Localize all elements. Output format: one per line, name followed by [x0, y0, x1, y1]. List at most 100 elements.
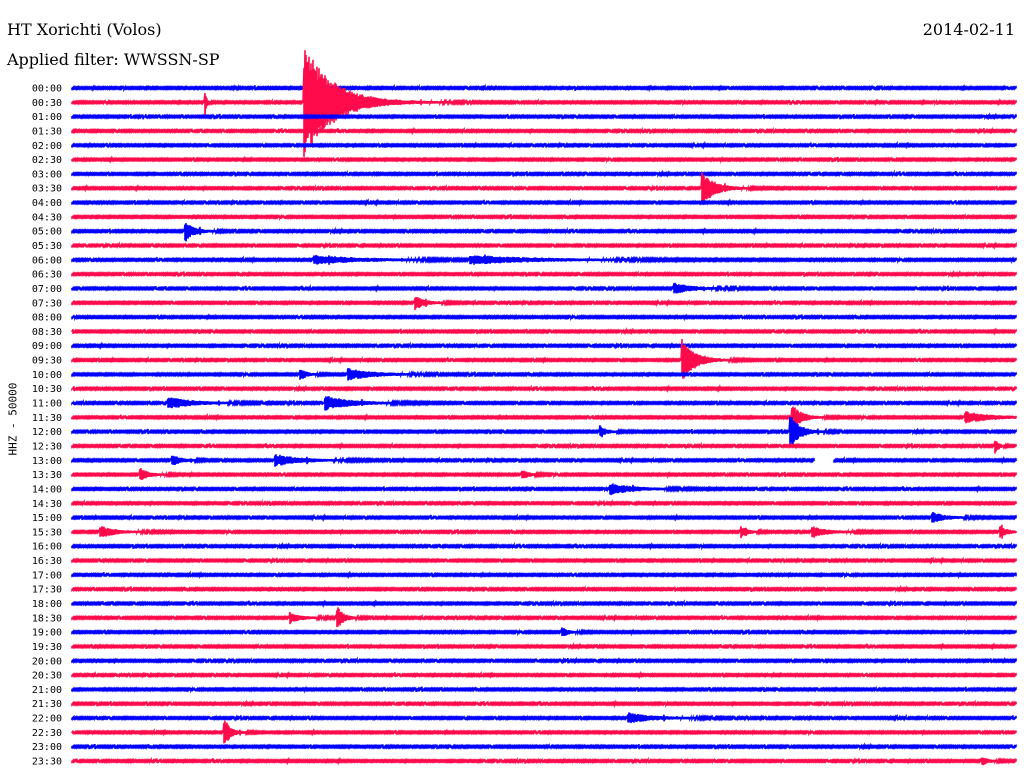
- seismic-trace: [71, 556, 1017, 565]
- row-time-label: 12:00: [32, 427, 62, 438]
- seismic-trace: [71, 313, 1017, 322]
- seismic-trace: [71, 126, 1017, 136]
- row-time-label: 08:00: [32, 313, 62, 324]
- row-time-label: 05:00: [32, 227, 62, 238]
- seismic-trace: [71, 512, 1017, 523]
- row-time-label: 12:30: [32, 441, 62, 452]
- row-time-label: 20:30: [32, 671, 62, 682]
- seismic-trace: [71, 742, 1017, 751]
- seismic-trace: [71, 699, 1017, 709]
- seismic-trace: [71, 198, 1017, 207]
- row-time-label: 10:30: [32, 384, 62, 395]
- seismic-trace: [71, 599, 1017, 608]
- row-time-label: 20:00: [32, 656, 62, 667]
- row-time-label: 13:00: [32, 456, 62, 467]
- row-time-label: 19:30: [32, 642, 62, 653]
- seismic-trace: [71, 384, 1017, 394]
- row-time-label: 04:00: [32, 198, 62, 209]
- seismic-trace: [71, 670, 1017, 680]
- row-time-label: 07:00: [32, 284, 62, 295]
- station-title: HT Xorichti (Volos): [7, 20, 162, 39]
- seismic-trace: [71, 406, 1017, 429]
- seismic-trace: [71, 172, 1017, 203]
- seismic-trace: [71, 254, 1017, 265]
- row-time-label: 14:00: [32, 484, 62, 495]
- seismic-trace: [71, 627, 1017, 637]
- row-time-label: 15:30: [32, 527, 62, 538]
- seismic-trace: [71, 607, 1017, 628]
- row-time-label: 02:00: [32, 141, 62, 152]
- date-label: 2014-02-11: [922, 20, 1015, 39]
- row-time-label: 00:00: [32, 84, 62, 95]
- row-time-label: 07:30: [32, 298, 62, 309]
- row-time-label: 19:00: [32, 628, 62, 639]
- row-time-label: 23:30: [32, 757, 62, 768]
- seismic-trace: [71, 368, 1017, 381]
- row-time-label: 18:30: [32, 613, 62, 624]
- row-time-label: 05:30: [32, 241, 62, 252]
- seismic-trace: [71, 241, 1017, 250]
- seismic-trace: [71, 327, 1017, 336]
- seismic-trace: [71, 524, 1017, 539]
- seismic-trace: [71, 720, 1017, 744]
- row-time-label: 18:00: [32, 599, 62, 610]
- seismic-trace: [71, 396, 1017, 411]
- seismic-trace: [71, 169, 1017, 178]
- filter-label: Applied filter: WWSSN-SP: [7, 50, 220, 69]
- row-time-label: 02:30: [32, 155, 62, 166]
- seismic-trace: [71, 712, 1017, 724]
- row-time-label: 23:00: [32, 742, 62, 753]
- seismic-trace: [71, 454, 1017, 467]
- row-time-label: 15:00: [32, 513, 62, 524]
- row-time-label: 14:30: [32, 499, 62, 510]
- row-time-label: 22:00: [32, 714, 62, 725]
- row-time-label: 03:00: [32, 169, 62, 180]
- seismic-trace: [71, 499, 1017, 507]
- row-time-label: 16:00: [32, 542, 62, 553]
- seismic-trace: [71, 685, 1017, 694]
- row-time-label: 17:30: [32, 585, 62, 596]
- row-time-label: 06:00: [32, 255, 62, 266]
- row-time-label: 04:30: [32, 212, 62, 223]
- row-time-label: 09:00: [32, 341, 62, 352]
- row-time-label: 22:30: [32, 728, 62, 739]
- seismic-trace: [71, 155, 1017, 164]
- row-time-label: 17:00: [32, 570, 62, 581]
- seismic-trace: [71, 483, 1017, 496]
- row-time-label: 01:30: [32, 126, 62, 137]
- seismic-trace: [71, 83, 1017, 93]
- row-time-label: 11:00: [32, 399, 62, 410]
- seismic-trace: [71, 468, 1017, 480]
- seismic-trace: [71, 656, 1017, 665]
- seismic-trace: [71, 570, 1017, 580]
- seismic-trace: [71, 642, 1017, 651]
- seismic-trace: [71, 223, 1017, 242]
- seismic-trace: [71, 338, 1017, 379]
- seismic-trace: [71, 213, 1017, 221]
- seismic-trace: [71, 584, 1017, 593]
- row-time-label: 21:30: [32, 699, 62, 710]
- seismic-trace: [71, 50, 1017, 157]
- seismic-trace: [71, 140, 1017, 150]
- row-time-label: 08:30: [32, 327, 62, 338]
- seismic-trace: [71, 282, 1017, 294]
- row-time-label: 13:30: [32, 470, 62, 481]
- seismic-trace: [71, 416, 1017, 446]
- row-time-label: 09:30: [32, 356, 62, 367]
- row-time-label: 11:30: [32, 413, 62, 424]
- row-time-label: 16:30: [32, 556, 62, 567]
- seismic-trace: [71, 112, 1017, 121]
- row-time-label: 21:00: [32, 685, 62, 696]
- row-time-label: 00:30: [32, 98, 62, 109]
- seismic-trace: [71, 440, 1017, 454]
- seismic-trace: [71, 341, 1017, 350]
- row-time-label: 06:30: [32, 270, 62, 281]
- seismic-trace: [71, 756, 1017, 766]
- row-time-label: 03:30: [32, 184, 62, 195]
- row-time-label: 01:00: [32, 112, 62, 123]
- seismic-trace: [71, 541, 1017, 551]
- row-time-label: 10:00: [32, 370, 62, 381]
- seismic-trace: [71, 296, 1017, 311]
- seismic-trace: [71, 269, 1017, 278]
